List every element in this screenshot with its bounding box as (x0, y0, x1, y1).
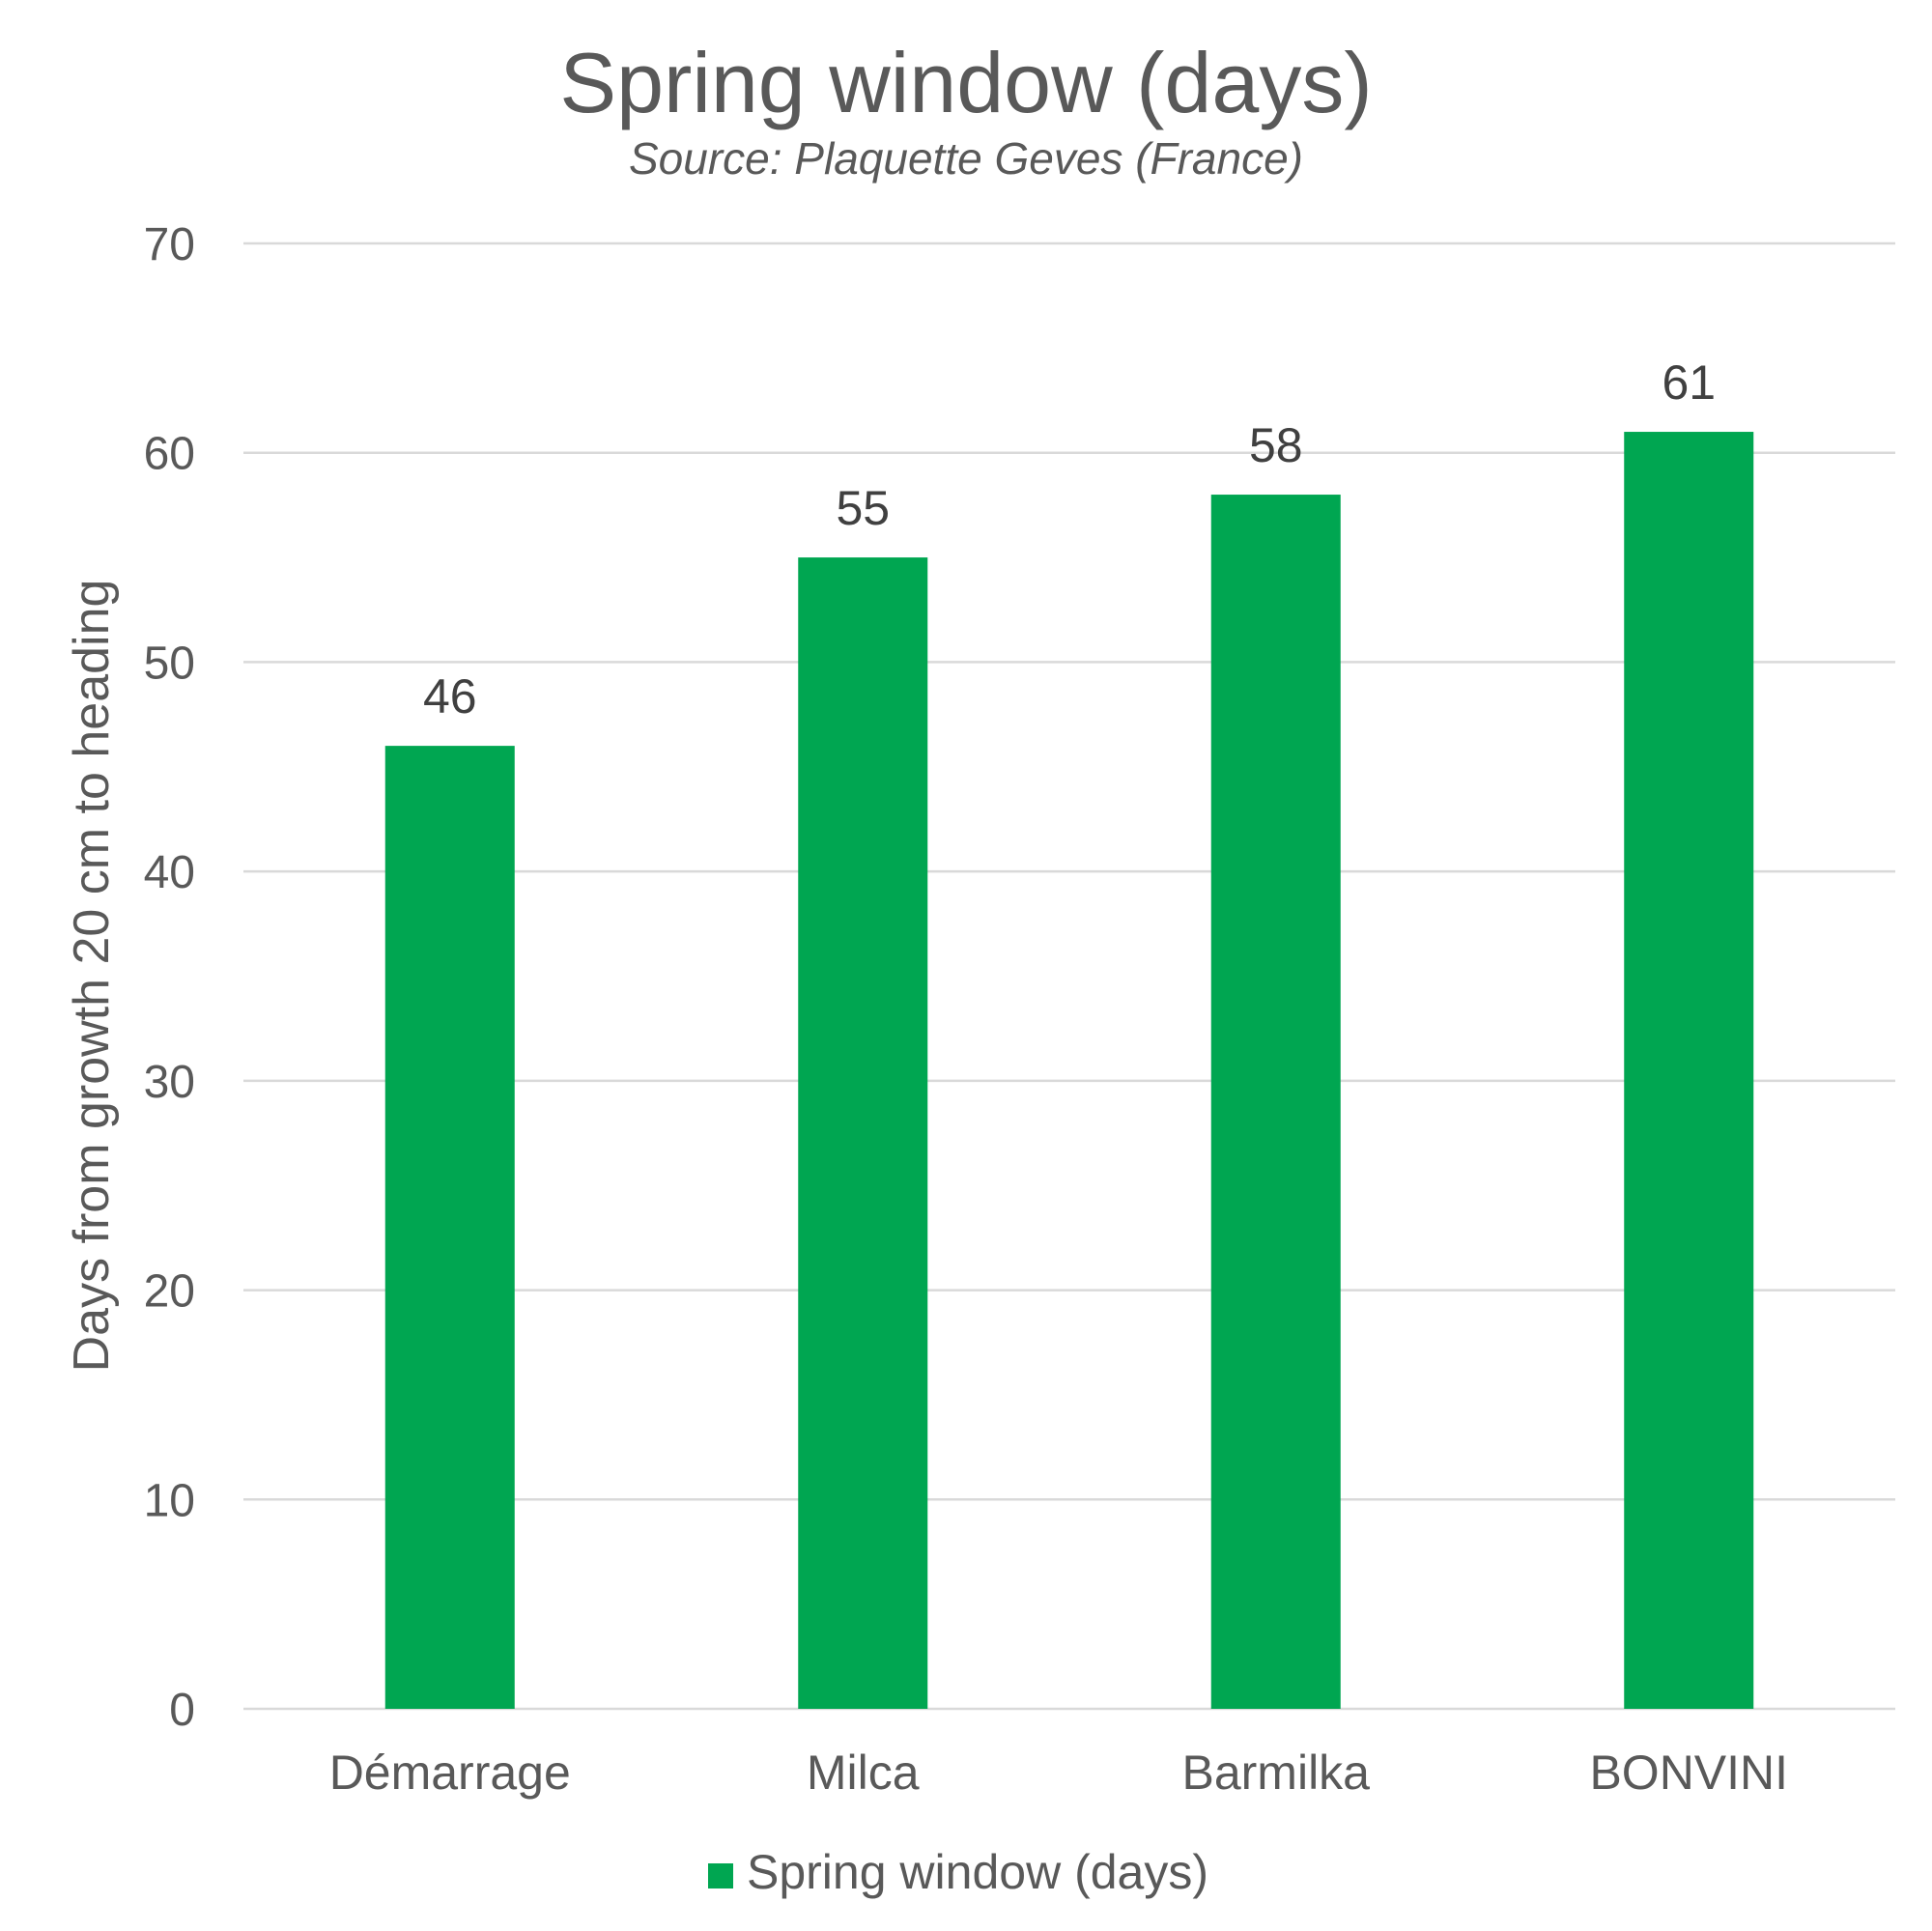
y-tick-label: 50 (144, 638, 195, 689)
bar (1624, 432, 1754, 1709)
y-tick-label: 20 (144, 1266, 195, 1318)
bars (384, 432, 1754, 1709)
x-axis-categories: Démarrage Milca Barmilka BONVINI (329, 1746, 1788, 1800)
data-label: 58 (1249, 418, 1303, 472)
y-tick-label: 10 (144, 1475, 195, 1526)
bar (798, 557, 928, 1709)
y-tick-label: 30 (144, 1057, 195, 1108)
y-axis-title: Days from growth 20 cm to heading (64, 580, 120, 1373)
y-tick-label: 70 (144, 219, 195, 270)
gridlines (243, 241, 1895, 1711)
chart-title: Spring window (days) (559, 35, 1372, 130)
x-tick-label: BONVINI (1589, 1746, 1788, 1800)
y-tick-label: 60 (144, 429, 195, 480)
legend-label: Spring window (days) (747, 1845, 1208, 1899)
y-axis-ticks: 0 10 20 30 40 50 60 70 (144, 219, 195, 1736)
bar (1210, 495, 1341, 1709)
data-label: 46 (423, 669, 477, 724)
legend: Spring window (days) (708, 1845, 1208, 1899)
x-tick-label: Milca (807, 1746, 920, 1800)
y-tick-label: 0 (169, 1685, 195, 1736)
data-labels: 46 55 58 61 (423, 355, 1716, 724)
x-tick-label: Barmilka (1182, 1746, 1371, 1800)
chart-subtitle: Source: Plaquette Geves (France) (629, 133, 1303, 184)
y-tick-label: 40 (144, 847, 195, 898)
bar (384, 746, 515, 1709)
data-label: 61 (1662, 355, 1716, 410)
data-label: 55 (836, 481, 890, 535)
x-tick-label: Démarrage (329, 1746, 571, 1800)
legend-swatch (708, 1863, 733, 1888)
